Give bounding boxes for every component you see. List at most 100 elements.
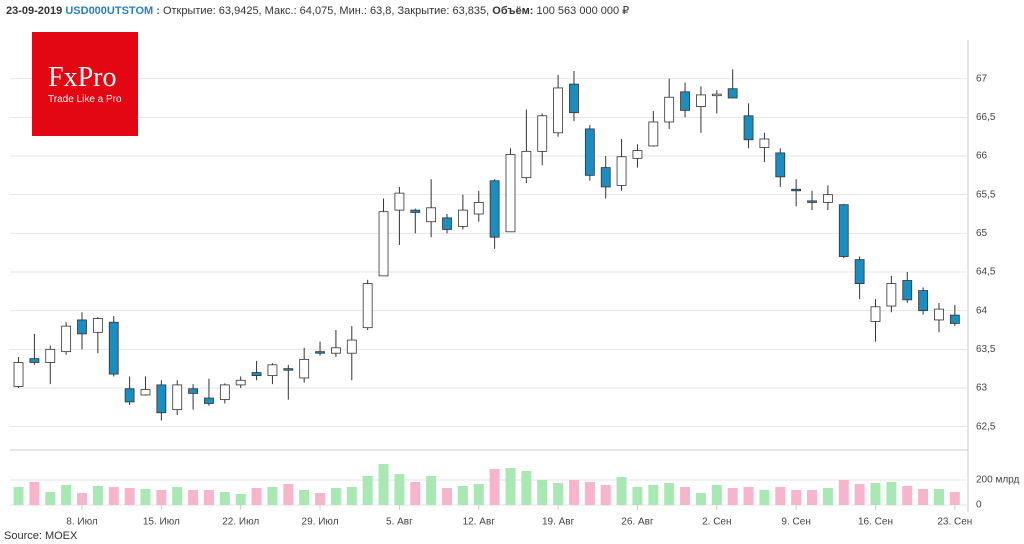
- volume-bar: [29, 482, 40, 505]
- candle-body: [442, 217, 452, 230]
- candle-body: [172, 384, 183, 411]
- y-tick-label: 64,5: [976, 267, 996, 278]
- x-tick-label: 15. Июл: [143, 517, 180, 528]
- candle-body: [791, 188, 802, 192]
- y-tick-label: 67: [976, 73, 988, 84]
- candle-body: [267, 364, 278, 377]
- candle-body: [29, 358, 40, 363]
- volume-bar: [949, 492, 960, 505]
- volume-bar: [251, 488, 262, 505]
- volume-bar: [283, 484, 294, 505]
- y-tick-label: 200 млрд: [976, 475, 1020, 486]
- y-tick-label: 62,5: [976, 421, 996, 432]
- candle-body: [902, 280, 913, 301]
- volume-bar: [13, 487, 24, 505]
- candle-body: [537, 115, 548, 152]
- candle-body: [505, 154, 516, 233]
- x-tick-label: 23. Сен: [937, 517, 972, 528]
- volume-bar: [537, 480, 548, 505]
- candle-body: [727, 88, 738, 99]
- candle-body: [949, 314, 960, 324]
- y-tick-label: 0: [976, 500, 982, 511]
- volume-bar: [711, 485, 722, 505]
- x-tick-label: 16. Сен: [858, 517, 893, 528]
- volume-bar: [695, 493, 706, 505]
- candle-body: [378, 211, 389, 277]
- candle-body: [918, 290, 929, 312]
- candle-body: [521, 150, 532, 179]
- candle-body: [235, 379, 246, 386]
- quote: Открытие: 63,9425, Макс.: 64,075, Мин.: …: [162, 5, 490, 17]
- volume-bar: [457, 486, 468, 505]
- x-tick-label: 9. Сен: [781, 517, 810, 528]
- candle-body: [426, 207, 437, 223]
- candle-body: [77, 319, 87, 335]
- logo: FxPro Trade Like a Pro: [32, 32, 138, 136]
- candle-body: [410, 209, 421, 213]
- volume-bar: [664, 483, 675, 505]
- volume-bar: [61, 485, 72, 505]
- volume-bar: [188, 490, 199, 505]
- candle-body: [45, 348, 56, 363]
- logo-slogan: Trade Like a Pro: [48, 94, 122, 105]
- candle-body: [807, 200, 817, 203]
- candle-body: [457, 209, 468, 227]
- volume-bar: [918, 489, 929, 505]
- candle-body: [108, 321, 119, 375]
- candle-body: [204, 397, 214, 404]
- candle-body: [584, 128, 595, 176]
- candle-body: [822, 194, 833, 203]
- candle-body: [553, 87, 563, 134]
- volume-bar: [203, 490, 214, 505]
- candle-body: [711, 93, 722, 97]
- volume-bar: [616, 477, 627, 505]
- volume-bar: [791, 490, 802, 505]
- volume-bar: [378, 464, 389, 505]
- volume-bar: [235, 494, 246, 505]
- candle-body: [331, 347, 341, 354]
- volume-bar: [680, 487, 691, 505]
- volume-bar: [822, 488, 833, 505]
- volume-bar: [600, 485, 611, 505]
- volume-bar: [759, 490, 770, 505]
- candle-body: [775, 152, 786, 178]
- x-tick-label: 19. Авг: [542, 517, 575, 528]
- candle-body: [934, 308, 944, 321]
- y-tick-label: 64: [976, 305, 988, 316]
- candle-body: [632, 150, 643, 159]
- candle-body: [283, 368, 294, 371]
- x-tick-label: 8. Июл: [66, 517, 98, 528]
- candle-body: [600, 167, 611, 188]
- candle-body: [616, 156, 627, 186]
- volume-bar: [426, 476, 437, 505]
- volume-value: 100 563 000 000 ₽: [536, 5, 630, 17]
- date: 23-09-2019: [6, 5, 63, 17]
- y-tick-label: 63: [976, 383, 988, 394]
- x-tick-label: 26. Авг: [621, 517, 654, 528]
- volume-bar: [886, 482, 897, 505]
- volume-bar: [648, 485, 659, 505]
- volume-bar: [854, 484, 865, 505]
- volume-bar: [362, 476, 373, 505]
- candle-body: [156, 384, 167, 414]
- volume-bar: [584, 482, 595, 505]
- candle-body: [61, 325, 72, 353]
- x-tick-label: 12. Авг: [463, 517, 496, 528]
- candle-body: [680, 91, 690, 111]
- candle-body: [648, 121, 659, 147]
- y-tick-label: 66: [976, 151, 988, 162]
- x-tick-label: 2. Сен: [702, 517, 731, 528]
- volume-bar: [92, 486, 103, 505]
- candle-body: [473, 201, 484, 215]
- volume-bar: [45, 492, 56, 505]
- candle-body: [140, 389, 151, 396]
- volume-bar: [315, 493, 326, 505]
- volume-bar: [299, 490, 310, 505]
- volume-bar: [473, 484, 484, 505]
- ticker: USD000UTSTOM :: [65, 5, 160, 17]
- volume-bar: [124, 488, 135, 505]
- candle-body: [886, 283, 897, 307]
- volume-label: Объём:: [492, 5, 534, 17]
- volume-bar: [410, 482, 421, 505]
- volume-bar: [267, 487, 278, 505]
